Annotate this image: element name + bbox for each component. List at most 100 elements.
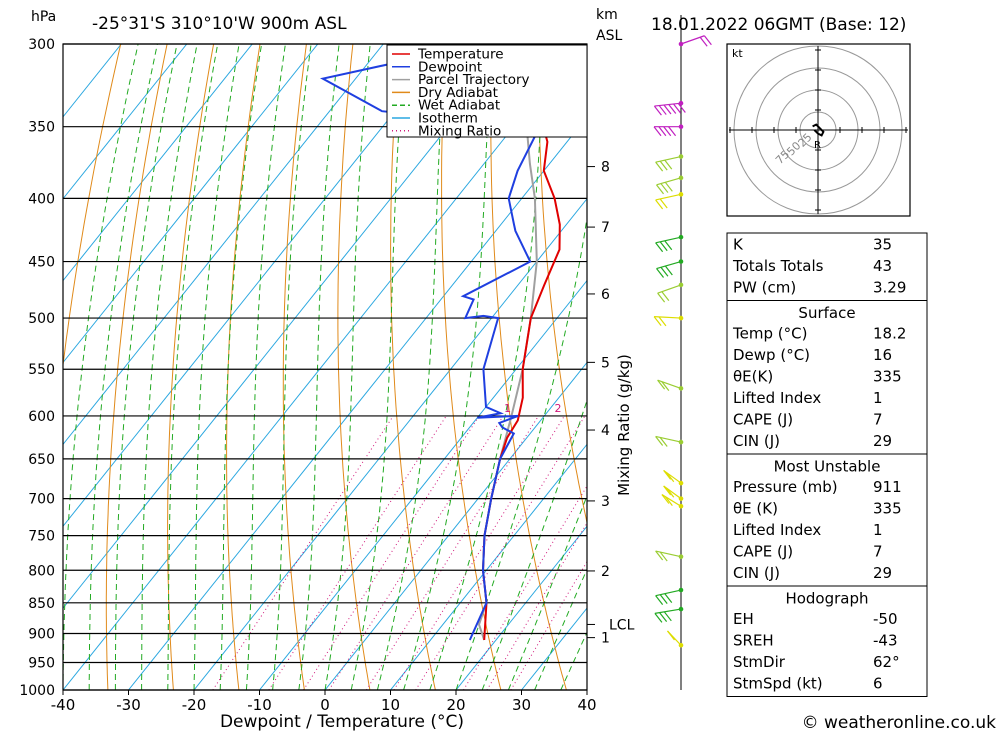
km-tick-label: 5 xyxy=(601,355,610,371)
x-tick-label: 40 xyxy=(577,696,596,714)
mixing-ratio-line xyxy=(304,416,480,690)
wind-barb-shaft xyxy=(656,237,681,243)
index-row-label: K xyxy=(733,236,744,254)
wet-adiabat-line xyxy=(142,44,198,690)
section-row-value: 29 xyxy=(873,432,892,450)
mixing-ratio-label: 1 xyxy=(504,402,511,415)
pressure-tick-label: 900 xyxy=(28,626,55,642)
pressure-isobars xyxy=(63,44,587,690)
section-row-value: 1 xyxy=(873,389,883,407)
pressure-tick-label: 300 xyxy=(28,37,55,53)
storm-motion-marker: R xyxy=(814,140,821,151)
section-row-value: 7 xyxy=(873,411,883,429)
section-title: Most Unstable xyxy=(774,458,881,476)
wind-barb-shaft xyxy=(657,178,681,185)
mixing-ratio-label: 2 xyxy=(555,402,562,415)
wind-level-dot xyxy=(679,481,684,486)
wind-level-dot xyxy=(679,235,684,240)
isotherm-line xyxy=(0,44,383,690)
section-row-label: CIN (J) xyxy=(733,432,780,450)
wind-barb-shaft xyxy=(656,590,681,596)
mixing-ratio-label: 8 xyxy=(668,402,675,415)
wind-level-dot xyxy=(679,496,684,501)
section-row-value: 335 xyxy=(873,368,902,386)
asl-label: ASL xyxy=(596,28,622,44)
wind-level-dot xyxy=(679,283,684,288)
wind-barb-shaft xyxy=(657,262,681,269)
isotherm-line xyxy=(0,44,514,690)
x-tick-label: 30 xyxy=(512,696,531,714)
wet-adiabat-line xyxy=(325,44,370,690)
wind-level-dot xyxy=(679,176,684,181)
km-tick-label: 3 xyxy=(601,494,610,510)
pressure-tick-label: 350 xyxy=(28,120,55,136)
index-row-label: PW (cm) xyxy=(733,279,796,297)
section-row-value: 911 xyxy=(873,478,902,496)
isotherm-line xyxy=(194,44,711,690)
section-row-label: Lifted Index xyxy=(733,389,821,407)
wind-barb-shaft xyxy=(655,609,681,613)
mixing-ratio-label: 10 xyxy=(683,402,697,415)
index-row-value: 3.29 xyxy=(873,279,906,297)
section-row-value: -43 xyxy=(873,632,898,650)
wind-barb-shaft xyxy=(681,36,704,44)
section-row-value: 18.2 xyxy=(873,325,906,343)
lcl-label: LCL xyxy=(609,617,635,633)
x-tick-label: -20 xyxy=(182,696,207,714)
km-tick-label: 8 xyxy=(601,160,610,176)
wind-level-dot xyxy=(679,192,684,197)
wind-level-dot xyxy=(679,607,684,612)
section-row-label: Lifted Index xyxy=(733,521,821,539)
pressure-tick-label: 550 xyxy=(28,362,55,378)
wind-barb-shaft xyxy=(658,285,681,293)
section-row-value: 1 xyxy=(873,521,883,539)
dry-adiabat-line xyxy=(338,44,370,690)
wind-barb-flag xyxy=(668,631,675,640)
pressure-tick-label: 850 xyxy=(28,596,55,612)
wet-adiabat-line xyxy=(63,44,138,690)
hpa-label: hPa xyxy=(31,9,56,25)
section-row-value: 335 xyxy=(873,500,902,518)
hodograph-unit-label: kt xyxy=(732,47,743,60)
legend-label: Mixing Ratio xyxy=(418,123,501,139)
section-row-label: Pressure (mb) xyxy=(733,478,838,496)
wind-level-dot xyxy=(679,440,684,445)
index-row-value: 35 xyxy=(873,236,892,254)
wind-level-dot xyxy=(679,643,684,648)
wind-barb-shaft xyxy=(664,470,681,483)
wind-barb-shaft xyxy=(656,157,681,163)
section-title: Surface xyxy=(798,304,855,322)
plot-frame xyxy=(63,44,587,690)
km-tick-label: 7 xyxy=(601,220,610,236)
location-title: -25°31'S 310°10'W 900m ASL xyxy=(92,14,347,34)
pressure-tick-label: 700 xyxy=(28,492,55,508)
pressure-tick-label: 400 xyxy=(28,191,55,207)
wet-adiabat-line xyxy=(351,44,405,690)
mixing-ratio-line xyxy=(213,416,393,690)
section-row-label: CIN (J) xyxy=(733,564,780,582)
x-axis-title: Dewpoint / Temperature (°C) xyxy=(220,712,464,732)
section-row-value: 6 xyxy=(873,675,883,693)
mixing-ratio-line xyxy=(329,416,503,690)
section-title: Hodograph xyxy=(785,590,868,608)
isotherm-line xyxy=(63,44,580,690)
section-row-label: Dewp (°C) xyxy=(733,346,810,364)
wet-adiabat-line xyxy=(246,44,285,690)
wet-adiabat-line xyxy=(299,44,339,690)
isotherm-line xyxy=(260,44,777,690)
dry-adiabat-line xyxy=(391,44,436,690)
x-tick-label: -40 xyxy=(51,696,76,714)
wind-barb-profile xyxy=(654,15,711,690)
wind-barb-shaft xyxy=(656,194,681,200)
dry-adiabat-line xyxy=(957,44,1000,690)
pressure-tick-label: 600 xyxy=(28,409,55,425)
wind-barb-shaft xyxy=(654,103,681,106)
wind-level-dot xyxy=(679,101,684,106)
section-row-label: CAPE (J) xyxy=(733,543,793,561)
isotherm-line xyxy=(0,44,121,690)
mixing-ratio-line xyxy=(464,416,631,690)
section-row-value: -50 xyxy=(873,610,898,628)
